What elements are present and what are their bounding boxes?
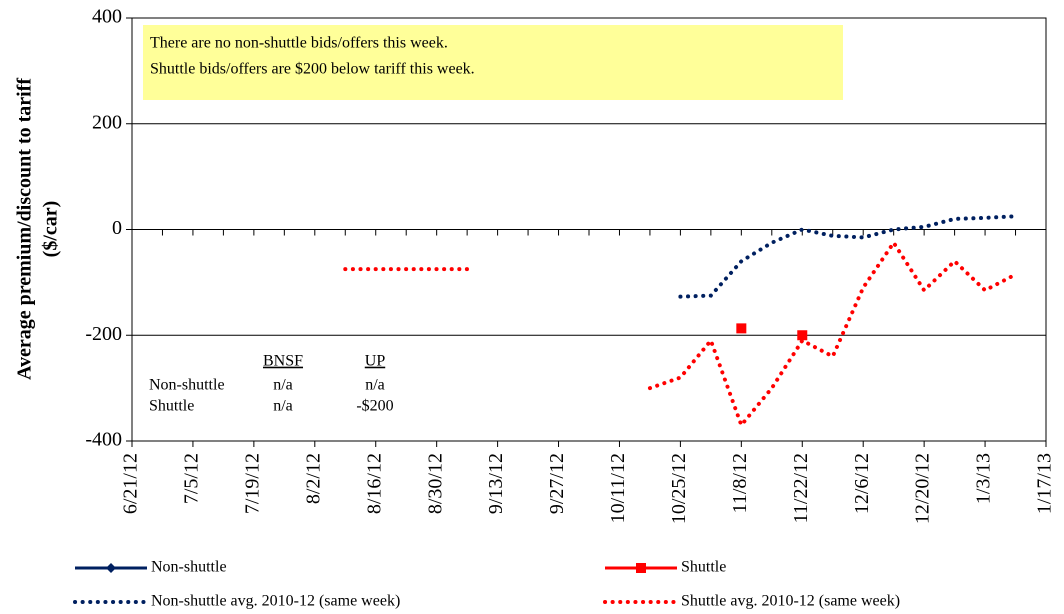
x-tick-label: 9/27/12 bbox=[546, 453, 568, 514]
series-line bbox=[678, 214, 1018, 299]
data-point bbox=[797, 330, 808, 341]
annotation-text: There are no non-shuttle bids/offers thi… bbox=[150, 35, 448, 52]
y-axis-label: Average premium/discount to tariff ($/ca… bbox=[14, 78, 62, 380]
x-tick-label: 9/13/12 bbox=[485, 453, 507, 514]
table-cell: n/a bbox=[273, 377, 293, 394]
annotation-text: Shuttle bids/offers are $200 below tarif… bbox=[150, 61, 475, 78]
table-header: UP bbox=[365, 353, 386, 370]
x-tick-label: 8/16/12 bbox=[363, 453, 385, 514]
legend-marker bbox=[106, 563, 116, 573]
legend-label: Non-shuttle bbox=[151, 559, 227, 576]
table-row-label: Non-shuttle bbox=[149, 377, 225, 394]
y-tick-label: 0 bbox=[112, 217, 122, 239]
table-header: BNSF bbox=[263, 353, 303, 370]
x-tick-label: 7/5/12 bbox=[181, 453, 203, 504]
x-tick-label: 12/20/12 bbox=[912, 453, 934, 524]
x-tick-label: 8/30/12 bbox=[424, 453, 446, 514]
table-cell: n/a bbox=[273, 398, 293, 415]
x-tick-label: 11/8/12 bbox=[729, 453, 751, 513]
x-tick-label: 8/2/12 bbox=[302, 453, 324, 504]
data-point bbox=[736, 323, 747, 334]
x-tick-label: 10/11/12 bbox=[607, 453, 629, 523]
x-tick-label: 11/22/12 bbox=[790, 453, 812, 523]
series-line bbox=[343, 239, 1018, 430]
y-tick-label: 200 bbox=[92, 111, 122, 133]
legend-label: Shuttle avg. 2010-12 (same week) bbox=[681, 593, 900, 610]
y-axis-label-line: ($/car) bbox=[40, 201, 62, 258]
table-cell: n/a bbox=[365, 377, 385, 394]
legend-marker bbox=[636, 563, 646, 573]
annotation-box bbox=[143, 25, 843, 100]
x-tick-label: 1/17/13 bbox=[1034, 453, 1056, 514]
y-axis-label-line: Average premium/discount to tariff bbox=[14, 78, 36, 380]
x-tick-label: 10/25/12 bbox=[668, 453, 690, 524]
x-tick-label: 6/21/12 bbox=[120, 453, 142, 514]
y-tick-label: -200 bbox=[85, 323, 122, 345]
x-tick-label: 12/6/12 bbox=[851, 453, 873, 514]
y-tick-label: 400 bbox=[92, 6, 122, 28]
x-tick-label: 1/3/13 bbox=[973, 453, 995, 504]
table-cell: -$200 bbox=[356, 398, 393, 415]
y-tick-label: -400 bbox=[85, 429, 122, 451]
x-tick-label: 7/19/12 bbox=[241, 453, 263, 514]
table-row-label: Shuttle bbox=[149, 398, 194, 415]
legend-label: Non-shuttle avg. 2010-12 (same week) bbox=[151, 593, 400, 610]
legend-label: Shuttle bbox=[681, 559, 726, 576]
